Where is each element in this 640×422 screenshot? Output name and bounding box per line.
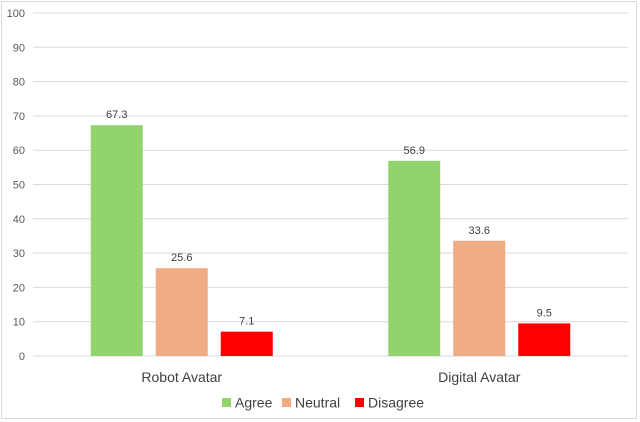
y-tick-label: 100 [7,8,25,20]
data-label: 25.6 [171,252,192,264]
x-axis-categories: Robot Avatar Digital Avatar [141,369,520,385]
y-tick-label: 70 [13,111,25,123]
data-label: 56.9 [404,145,425,157]
legend: Agree Neutral Disagree [222,395,424,411]
y-axis-ticks: 0 10 20 30 40 50 60 70 80 90 100 [7,8,25,363]
x-category-label: Digital Avatar [438,369,521,385]
x-category-label: Robot Avatar [141,369,222,385]
y-tick-label: 20 [13,282,25,294]
y-tick-label: 30 [13,248,25,260]
legend-swatch-neutral [282,398,291,407]
bar-agree-1 [90,125,143,356]
bar-neutral-1 [155,268,208,356]
legend-swatch-agree [222,398,231,407]
legend-label-neutral: Neutral [295,395,340,411]
y-tick-label: 50 [13,180,25,192]
y-tick-label: 10 [13,317,25,329]
bar-agree-2 [388,160,441,356]
y-tick-label: 0 [19,351,25,363]
bar-neutral-2 [453,240,506,356]
data-labels: 67.3 25.6 7.1 56.9 33.6 9.5 [106,109,552,327]
data-label: 67.3 [106,109,127,121]
legend-swatch-disagree [355,398,364,407]
data-label: 9.5 [537,307,552,319]
y-tick-label: 60 [13,145,25,157]
bar-disagree-2 [518,323,571,356]
data-label: 33.6 [469,225,490,237]
y-tick-label: 90 [13,42,25,54]
legend-label-agree: Agree [235,395,273,411]
data-label: 7.1 [239,316,254,328]
bars [90,125,571,356]
legend-label-disagree: Disagree [368,395,424,411]
y-tick-label: 40 [13,214,25,226]
y-tick-label: 80 [13,77,25,89]
bar-disagree-1 [220,331,273,356]
